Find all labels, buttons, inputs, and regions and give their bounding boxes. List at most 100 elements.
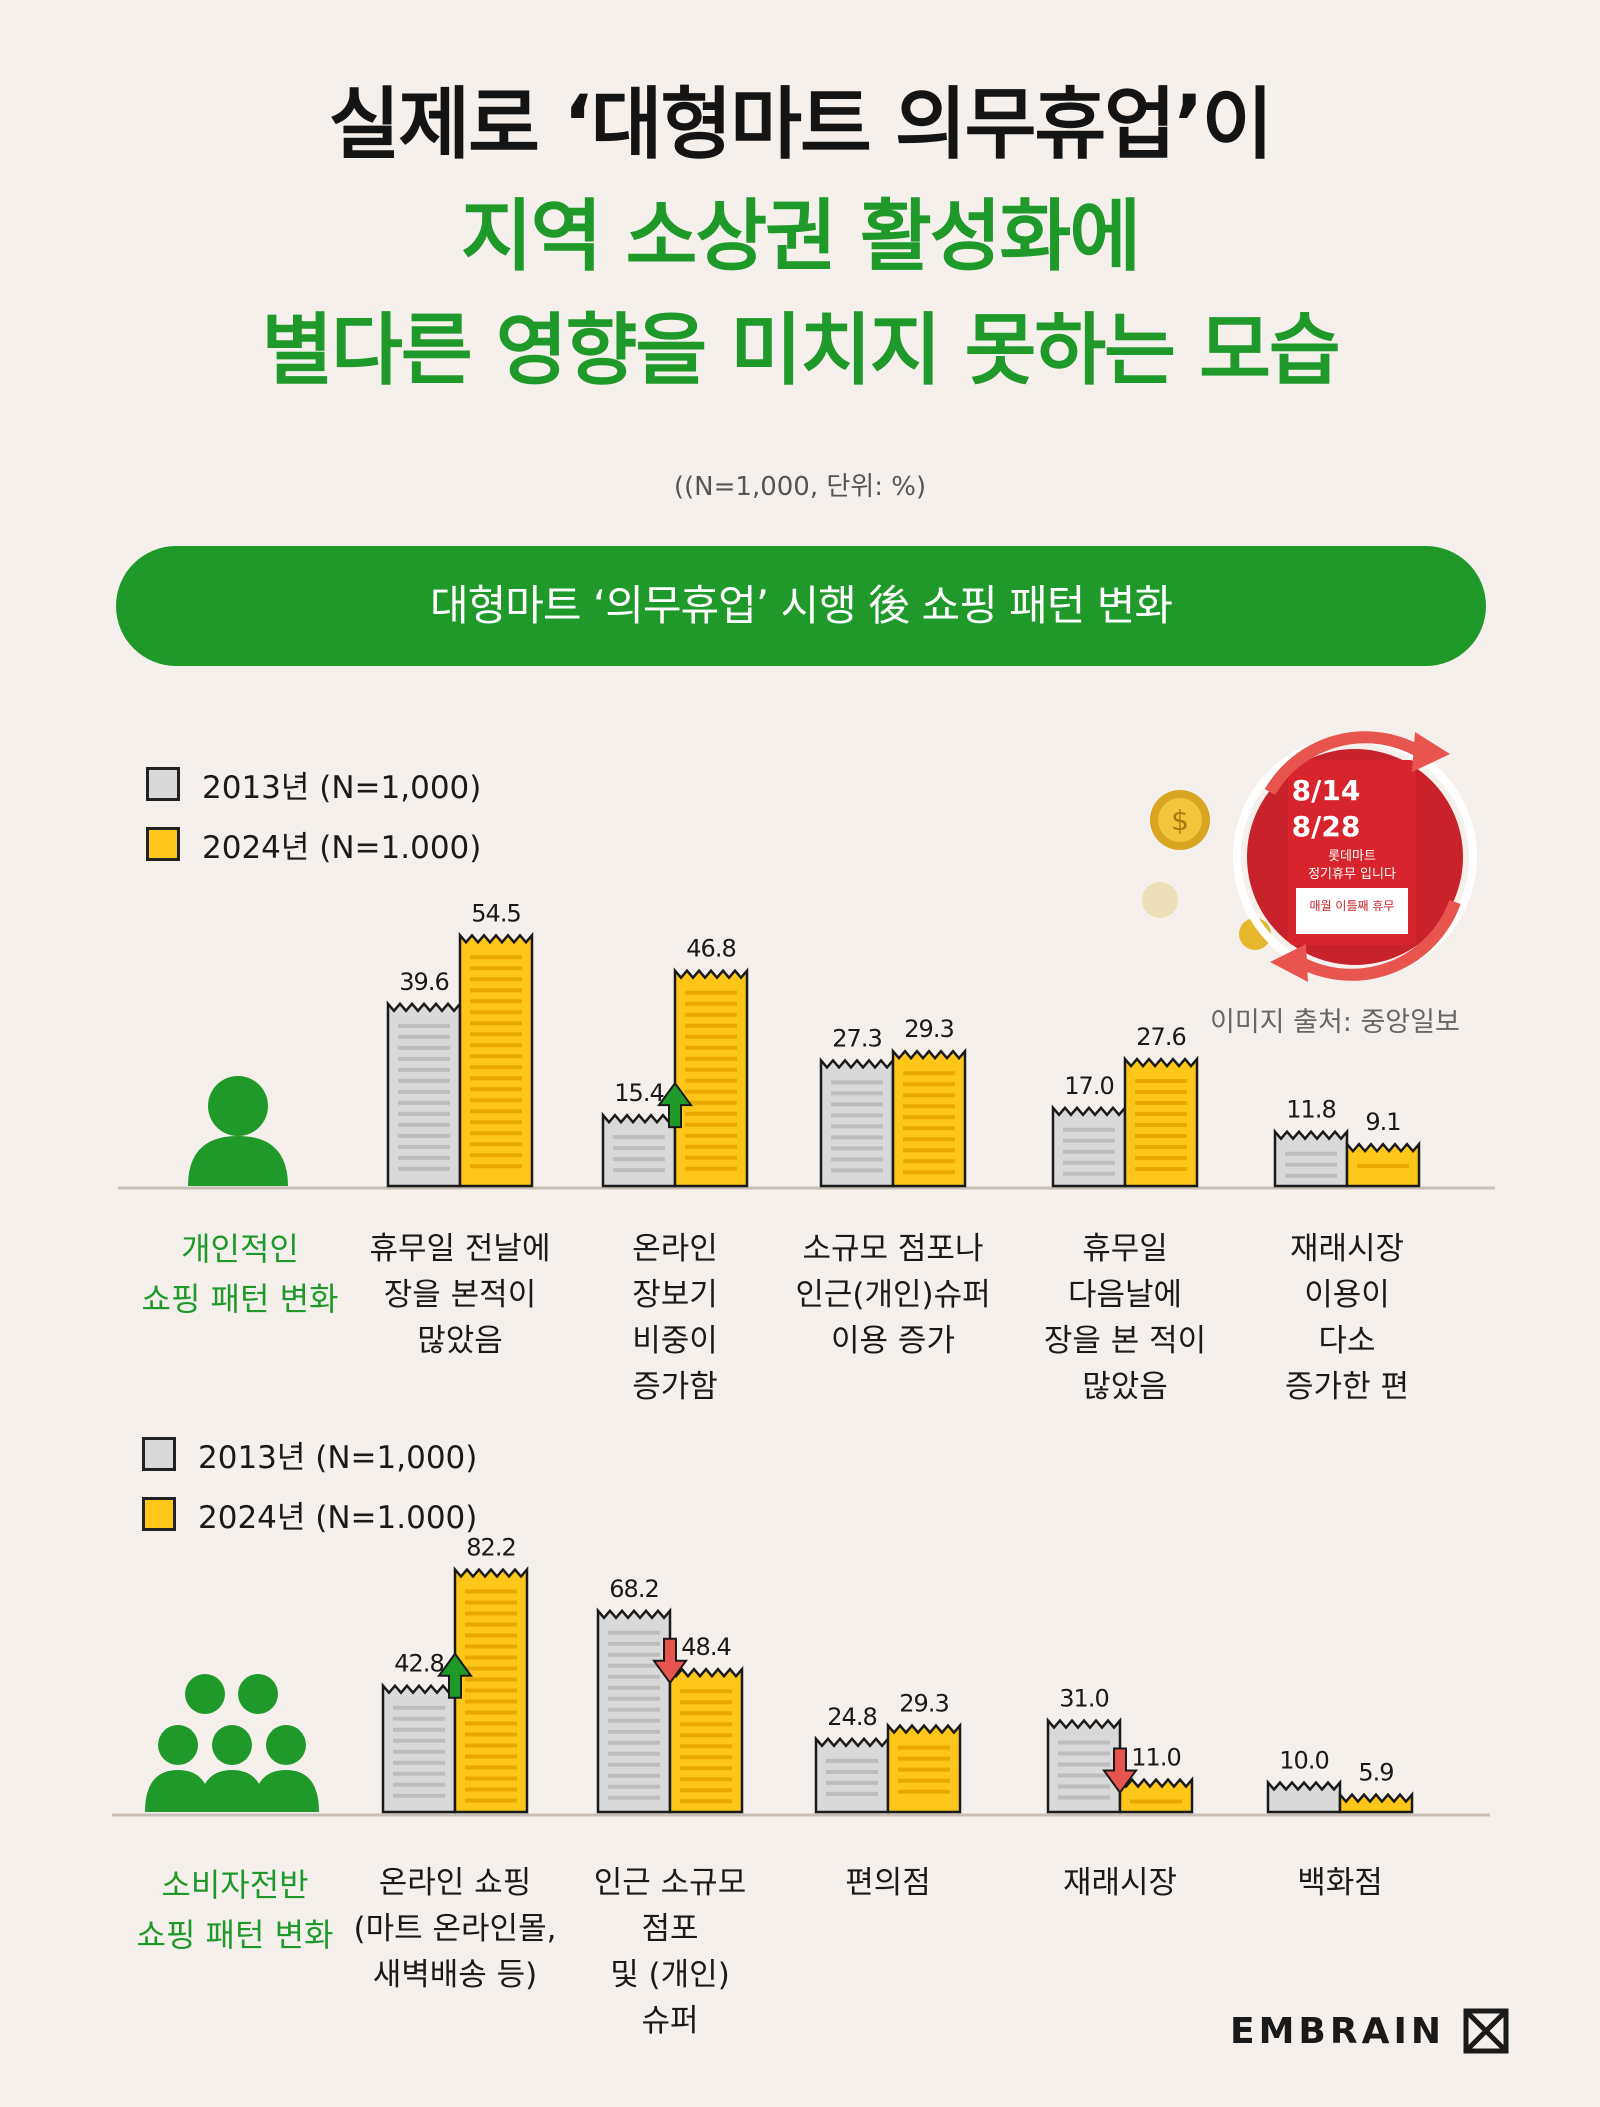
svg-text:$: $ bbox=[1171, 804, 1189, 837]
data-label: 27.3 bbox=[832, 1024, 881, 1052]
bar-2013 bbox=[1266, 1779, 1342, 1814]
data-label: 27.6 bbox=[1136, 1023, 1185, 1051]
section-label-consumer: 소비자전반 쇼핑 패턴 변화 bbox=[105, 1860, 365, 1960]
photo-date-2: 8/28 bbox=[1292, 810, 1361, 843]
bar-2013 bbox=[814, 1735, 890, 1814]
legend-swatch-2024 bbox=[146, 827, 180, 861]
category-label-line: 온라인 bbox=[632, 1231, 718, 1267]
category-label: 편의점 bbox=[773, 1860, 1003, 1906]
category-label-line: 인근(개인)슈퍼 bbox=[795, 1277, 991, 1313]
photo-closure-text: 정기휴무 입니다 bbox=[1308, 867, 1396, 882]
arrow-down-icon bbox=[652, 1637, 688, 1685]
category-label: 온라인 쇼핑 (마트 온라인몰, 새벽배송 등) bbox=[340, 1860, 570, 1998]
arrow-up-icon bbox=[657, 1081, 693, 1129]
category-label-line: 많았음 bbox=[1082, 1369, 1168, 1405]
category-label-line: 비중이 bbox=[632, 1323, 718, 1359]
category-label: 재래시장 bbox=[1005, 1860, 1235, 1906]
title-line-3: 별다른 영향을 미치지 못하는 모습 bbox=[261, 306, 1340, 396]
legend-swatch-2013 bbox=[146, 767, 180, 801]
section-label-line: 쇼핑 패턴 변화 bbox=[141, 1280, 339, 1318]
section-label-personal: 개인적인 쇼핑 패턴 변화 bbox=[110, 1224, 370, 1324]
bar-2013 bbox=[1273, 1128, 1349, 1188]
people-group-icon bbox=[145, 1674, 319, 1812]
category-label-line: 온라인 쇼핑 bbox=[378, 1865, 532, 1901]
photo-closure-note: 매월 이틀째 휴무 bbox=[1310, 899, 1395, 913]
legend-swatch-2024 bbox=[142, 1497, 176, 1531]
category-label-line: 증가함 bbox=[632, 1369, 718, 1405]
cycle-arrow-icon bbox=[1297, 899, 1461, 981]
category-label-line: 백화점 bbox=[1297, 1865, 1383, 1901]
title-line-1: 실제로 ‘대형마트 의무휴업’이 bbox=[328, 80, 1274, 170]
legend-item-2013: 2013년 (N=1,000) bbox=[146, 754, 481, 814]
category-label-line: 장을 본적이 bbox=[383, 1277, 537, 1313]
store-closure-photo: $ 8/14 8/28 롯데마트 정기휴무 입니다 매월 이틀째 휴무 bbox=[1142, 731, 1477, 982]
data-label: 17.0 bbox=[1064, 1072, 1113, 1100]
legend-label-2013: 2013년 (N=1,000) bbox=[198, 1439, 478, 1476]
category-label-line: 재래시장 bbox=[1289, 1231, 1405, 1267]
category-label-line: (마트 온라인몰, bbox=[353, 1911, 557, 1947]
category-label-line: 이용이 bbox=[1304, 1277, 1390, 1313]
data-label: 31.0 bbox=[1059, 1685, 1108, 1713]
category-label-line: 장보기 bbox=[632, 1277, 718, 1313]
legend-label-2024: 2024년 (N=1.000) bbox=[198, 1499, 478, 1536]
category-label-line: 증가한 편 bbox=[1285, 1369, 1409, 1405]
section-banner: 대형마트 ‘의무휴업’ 시행 後 쇼핑 패턴 변화 bbox=[116, 546, 1486, 666]
category-label: 휴무일 다음날에 장을 본 적이 많았음 bbox=[1010, 1226, 1240, 1410]
legend-label-2013: 2013년 (N=1,000) bbox=[202, 769, 482, 806]
arrow-down-icon bbox=[1102, 1747, 1138, 1795]
data-label: 5.9 bbox=[1358, 1759, 1393, 1787]
category-label-line: 다음날에 bbox=[1067, 1277, 1183, 1313]
data-label: 54.5 bbox=[471, 899, 520, 927]
category-label-line: 인근 소규모 bbox=[593, 1865, 747, 1901]
legend-item-2013: 2013년 (N=1,000) bbox=[142, 1424, 477, 1484]
category-label: 백화점 bbox=[1225, 1860, 1455, 1906]
unit-note: ((N=1,000, 단위: %) bbox=[673, 472, 927, 502]
category-label-line: 다소 bbox=[1318, 1323, 1376, 1359]
legend-label-2024: 2024년 (N=1.000) bbox=[202, 829, 482, 866]
section-label-line: 개인적인 bbox=[181, 1230, 299, 1268]
data-label: 10.0 bbox=[1279, 1747, 1328, 1775]
data-label: 11.8 bbox=[1286, 1096, 1335, 1124]
bar-2013 bbox=[819, 1057, 895, 1188]
data-label: 82.2 bbox=[466, 1534, 515, 1562]
person-icon bbox=[188, 1076, 288, 1186]
category-label-line: 휴무일 전날에 bbox=[369, 1231, 551, 1267]
category-label-line: 편의점 bbox=[845, 1865, 931, 1901]
photo-store-name: 롯데마트 bbox=[1328, 849, 1376, 864]
category-label-line: 슈퍼 bbox=[641, 2003, 699, 2039]
bar-2013 bbox=[1051, 1104, 1127, 1188]
bar-2024 bbox=[1123, 1055, 1199, 1188]
title-line-2: 지역 소상권 활성화에 bbox=[460, 192, 1141, 282]
embrain-logo: EMBRAIN bbox=[1230, 2008, 1509, 2054]
category-label-line: 점포 bbox=[641, 1911, 699, 1947]
embrain-logo-icon bbox=[1463, 2008, 1509, 2054]
data-label: 15.4 bbox=[614, 1079, 663, 1107]
bar-2013 bbox=[381, 1682, 457, 1814]
data-label: 39.6 bbox=[399, 968, 448, 996]
data-label: 46.8 bbox=[686, 935, 735, 963]
category-label-line: 장을 본 적이 bbox=[1043, 1323, 1207, 1359]
category-label: 인근 소규모 점포 및 (개인) 슈퍼 bbox=[555, 1860, 785, 2044]
legend-swatch-2013 bbox=[142, 1437, 176, 1471]
data-label: 48.4 bbox=[681, 1633, 730, 1661]
data-label: 24.8 bbox=[827, 1703, 876, 1731]
legend-consumer: 2013년 (N=1,000) 2024년 (N=1.000) bbox=[142, 1424, 477, 1544]
data-label: 68.2 bbox=[609, 1575, 658, 1603]
logo-text: EMBRAIN bbox=[1230, 2010, 1445, 2052]
category-label-line: 이용 증가 bbox=[831, 1323, 955, 1359]
bar-2013 bbox=[601, 1111, 677, 1188]
data-label: 9.1 bbox=[1365, 1108, 1400, 1136]
data-label: 29.3 bbox=[899, 1690, 948, 1718]
legend-personal: 2013년 (N=1,000) 2024년 (N=1.000) bbox=[146, 754, 481, 874]
data-label: 42.8 bbox=[394, 1650, 443, 1678]
bar-2024 bbox=[458, 931, 534, 1188]
category-label-line: 소규모 점포나 bbox=[802, 1231, 984, 1267]
section-label-line: 소비자전반 bbox=[161, 1866, 309, 1904]
category-label-line: 새벽배송 등) bbox=[372, 1957, 538, 1993]
image-credit: 이미지 출처: 중앙일보 bbox=[1210, 1007, 1460, 1038]
data-label: 29.3 bbox=[904, 1015, 953, 1043]
